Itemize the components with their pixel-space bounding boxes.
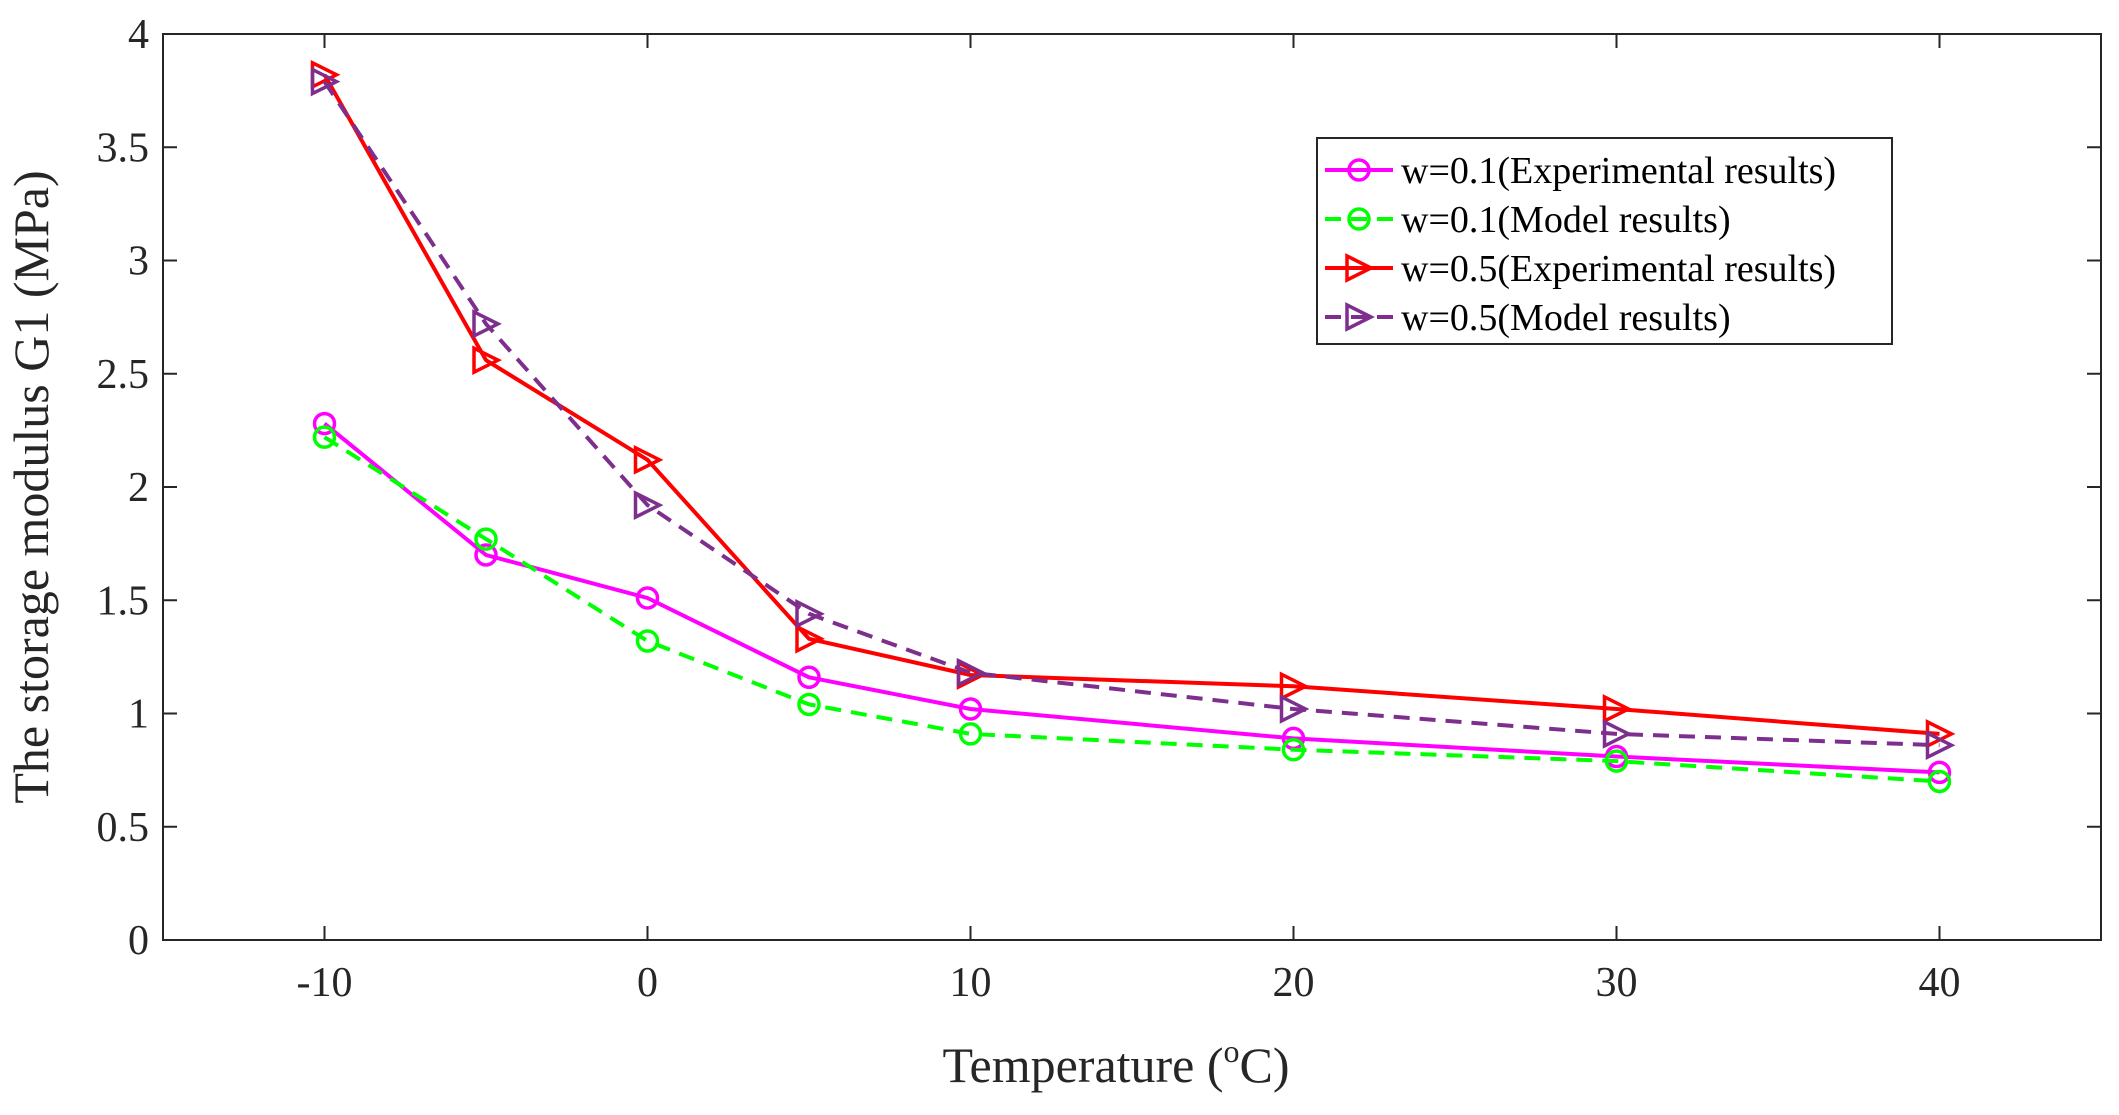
series-1: [312, 411, 1952, 785]
legend-label: w=0.5(Experimental results): [1401, 248, 1836, 290]
x-tick-label: 20: [1273, 960, 1315, 1006]
data-point: [633, 444, 664, 475]
legend-item: w=0.1(Model results): [1325, 199, 1731, 241]
data-point: [1602, 719, 1633, 749]
data-point: [312, 425, 337, 449]
y-tick-label: 0: [128, 918, 149, 964]
series-4: [310, 66, 1956, 761]
legend-box: [1316, 137, 1893, 345]
x-axis: -10 0 10 20 30 40: [297, 34, 1961, 1006]
y-tick-label: 1: [128, 692, 149, 738]
x-tick-label: 0: [637, 960, 658, 1006]
data-point: [958, 722, 983, 746]
data-point: [633, 490, 664, 520]
data-point: [1281, 737, 1306, 762]
legend-marker: [1347, 207, 1371, 231]
legend-marker: [1347, 158, 1371, 182]
data-point: [797, 692, 821, 717]
legend-item: w=0.5(Model results): [1325, 297, 1731, 339]
legend-marker: [1345, 302, 1375, 332]
x-tick-label: -10: [297, 960, 353, 1006]
data-point: [1925, 730, 1956, 761]
legend-label: w=0.5(Model results): [1401, 297, 1731, 339]
y-axis-title: The storage modulus G1 (MPa): [3, 170, 59, 803]
data-point: [797, 665, 821, 690]
data-point: [1279, 671, 1310, 702]
data-point: [956, 657, 987, 688]
x-axis-title-unit-sup: o: [1224, 1033, 1240, 1069]
y-tick-label: 3.5: [97, 125, 150, 171]
data-point: [635, 629, 660, 653]
y-tick-label: 2.5: [97, 352, 150, 398]
legend-label: w=0.1(Model results): [1401, 199, 1731, 241]
x-axis-title-text: Temperature: [942, 1037, 1194, 1093]
legend: w=0.1(Experimental results) w=0.1(Model r…: [1316, 137, 1893, 345]
series-layer: [310, 59, 1956, 794]
series-line: [322, 80, 1940, 748]
y-tick-label: 2: [128, 465, 149, 511]
data-point: [1602, 694, 1633, 724]
series-line: [322, 73, 1940, 736]
legend-item: w=0.5(Experimental results): [1325, 248, 1836, 290]
x-tick-label: 30: [1596, 960, 1638, 1006]
y-tick-label: 0.5: [97, 805, 150, 851]
data-point: [472, 345, 502, 375]
x-axis-title: Temperature (oC): [942, 1033, 1289, 1093]
y-tick-label: 3: [128, 239, 149, 285]
data-point: [312, 411, 337, 436]
y-tick-label: 1.5: [97, 578, 150, 624]
y-tick-label: 4: [128, 12, 149, 58]
series-line: [323, 435, 1940, 784]
data-point: [474, 527, 498, 551]
data-point: [958, 697, 983, 721]
x-tick-label: 40: [1919, 960, 1961, 1006]
data-point: [635, 586, 660, 610]
legend-item: w=0.1(Experimental results): [1325, 150, 1836, 192]
data-point: [472, 309, 502, 339]
x-tick-label: 10: [950, 960, 992, 1006]
series-2: [312, 425, 1952, 794]
data-point: [474, 543, 498, 567]
data-point: [310, 66, 341, 97]
data-point: [1604, 749, 1629, 773]
data-point: [1927, 769, 1952, 794]
data-point: [795, 623, 825, 654]
series-line: [323, 422, 1940, 775]
data-point: [1279, 694, 1310, 724]
data-point: [1927, 760, 1952, 785]
data-point: [795, 599, 825, 629]
x-axis-title-unit: C): [1240, 1037, 1290, 1093]
legend-label: w=0.1(Experimental results): [1401, 150, 1836, 192]
y-axis: 0 0.5 1 1.5 2 2.5 3 3.5 4: [97, 12, 2101, 964]
legend-marker: [1345, 253, 1375, 283]
